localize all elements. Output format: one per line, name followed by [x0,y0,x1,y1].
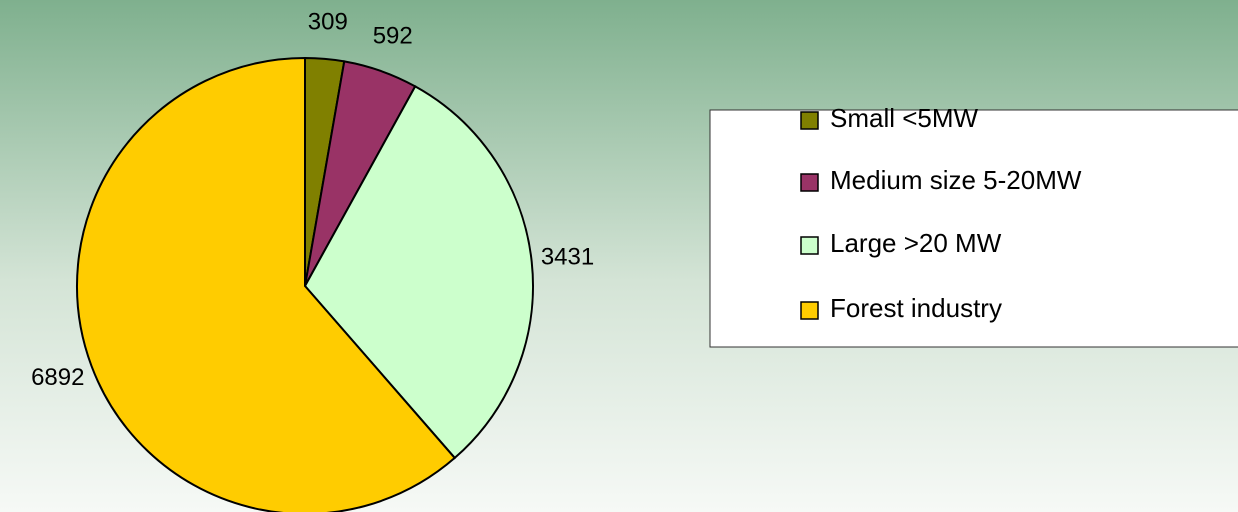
data-label: 309 [308,8,348,35]
data-label: 3431 [541,243,594,270]
legend-swatch [800,111,819,130]
legend-swatch [800,173,819,192]
legend-label: Forest industry [830,293,1002,323]
legend-label: Large >20 MW [830,228,1002,258]
pie-slice [76,56,457,512]
legend-swatch [800,236,819,255]
legend-label: Small <5MW [830,103,979,133]
pie-slice [303,85,534,460]
legend-label: Medium size 5-20MW [830,165,1082,195]
legend-box [709,109,1238,348]
data-label: 6892 [31,364,84,391]
legend-swatch [800,301,819,320]
data-label: 592 [373,22,413,49]
